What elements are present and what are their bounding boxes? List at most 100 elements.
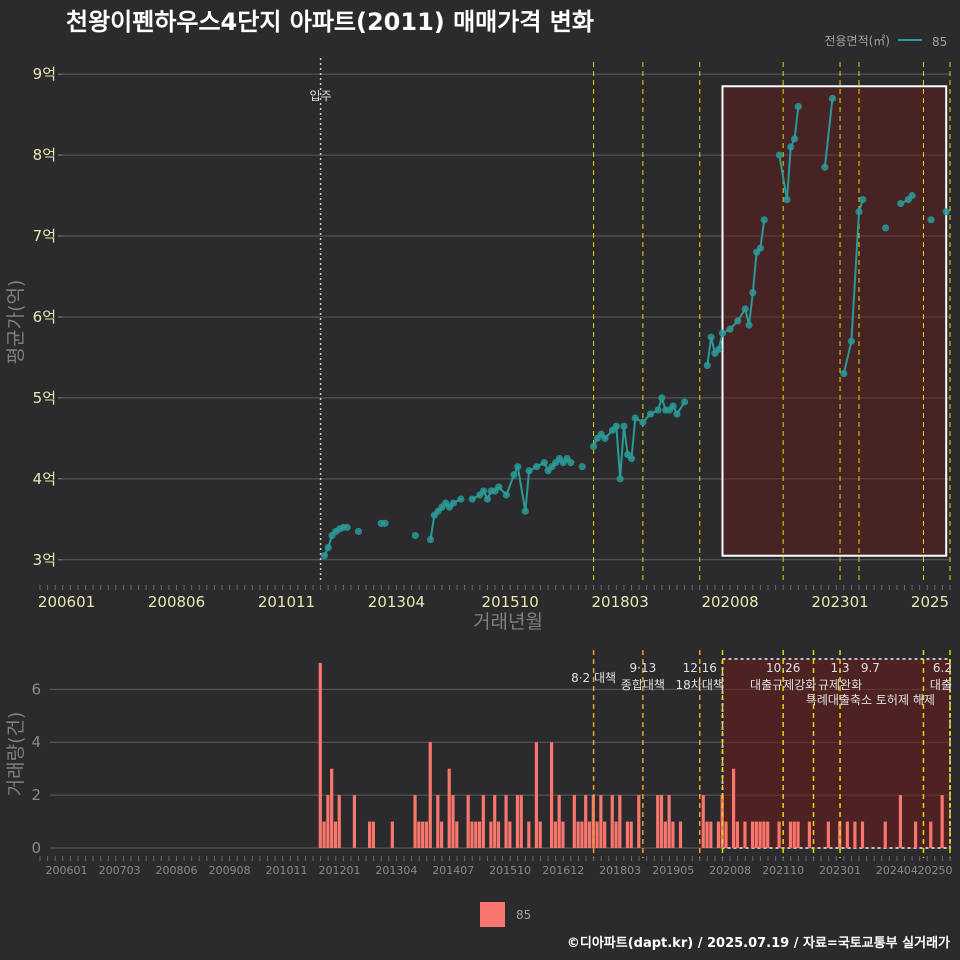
series-point-85 (734, 317, 742, 325)
volume-bar (705, 821, 709, 848)
volume-bar (508, 821, 512, 848)
policy-label: 9.7 (861, 661, 880, 675)
volume-y-tick-label: 0 (31, 839, 41, 857)
volume-bar (709, 821, 713, 848)
volume-bar (493, 795, 497, 848)
series-point-85 (589, 442, 598, 451)
volume-x-tick-label: 202110 (762, 864, 804, 877)
volume-highlight-box (721, 658, 951, 849)
volume-x-tick-label: 200703 (99, 864, 141, 877)
volume-bar (576, 821, 580, 848)
price-x-tick-label: 201510 (482, 593, 539, 611)
series-point-85 (855, 208, 863, 216)
series-point-85 (859, 195, 867, 204)
legend-bar-swatch (480, 902, 505, 927)
series-point-85 (646, 410, 655, 418)
price-legend: 전용면적(㎡) 85 (824, 34, 947, 49)
volume-legend: 85 (480, 902, 531, 927)
volume-bar (584, 795, 588, 848)
policy-label: 8·2 대책 (571, 670, 616, 685)
volume-bar (333, 821, 338, 848)
series-point-85 (707, 333, 715, 341)
volume-policy-lines (592, 650, 951, 858)
volume-bar (629, 821, 633, 848)
volume-bar (436, 795, 440, 848)
price-highlight-box (721, 85, 948, 557)
volume-bar (413, 795, 417, 848)
price-x-tick-label: 200601 (38, 593, 95, 611)
volume-bar (743, 821, 747, 848)
volume-x-tick-label: 201803 (599, 864, 641, 877)
series-point-85 (840, 370, 848, 378)
volume-bar (326, 795, 330, 848)
policy-label: 9·13 (630, 661, 657, 675)
series-point-85 (942, 208, 950, 216)
volume-bar (940, 795, 944, 848)
policy-label: 6.2 (933, 661, 952, 675)
volume-bar (538, 821, 542, 848)
price-x-tick-label: 201304 (368, 593, 425, 611)
volume-bar (481, 795, 485, 848)
volume-bar (796, 821, 800, 848)
series-point-85 (908, 191, 916, 200)
price-x-tick-label: 202301 (811, 593, 868, 611)
volume-x-tick-label: 202301 (819, 864, 861, 877)
price-x-tick-label: 201803 (591, 593, 648, 611)
volume-x-tick-label: 200806 (156, 864, 198, 877)
series-point-85 (449, 499, 457, 507)
policy-label: 특례대출축소 토허제 해제 (806, 693, 935, 707)
series-point-85 (760, 216, 768, 224)
volume-bar (371, 821, 375, 848)
volume-bar (337, 795, 341, 848)
volume-panel: 8·2 대책 9·13 종합대책 12·16 18차대책 10.26 대출규제강화 1.3 규제… (5, 650, 953, 927)
series-point-85 (726, 325, 734, 333)
series-point-85 (775, 151, 783, 159)
volume-bar (853, 821, 857, 848)
price-x-tick-label: 2025 (911, 593, 949, 611)
volume-bar (352, 795, 357, 848)
volume-bar (451, 795, 455, 848)
volume-bar (489, 821, 493, 848)
series-point-85 (627, 454, 636, 463)
volume-bar (561, 821, 565, 848)
volume-bar (913, 821, 918, 848)
volume-bar (534, 742, 539, 848)
volume-bar (428, 742, 432, 848)
series-point-85 (426, 535, 435, 544)
series-point-85 (480, 487, 488, 495)
volume-x-tick-label: 202008 (709, 864, 751, 877)
volume-x-tick-label: 201304 (375, 864, 417, 877)
volume-bar (792, 821, 796, 848)
price-y-tick-label: 3억 (33, 551, 56, 569)
series-point-85 (787, 143, 795, 151)
series-point-85 (715, 345, 723, 353)
volume-bar (466, 795, 470, 848)
series-point-85 (612, 422, 620, 430)
volume-bar (929, 821, 933, 848)
series-point-85 (794, 102, 802, 111)
series-point-85 (457, 495, 465, 503)
volume-bar (557, 795, 561, 848)
price-policy-lines (319, 58, 951, 580)
volume-bar (318, 662, 322, 848)
series-point-85 (354, 527, 363, 536)
volume-bar (845, 821, 849, 848)
series-point-85 (897, 200, 905, 208)
volume-bar (527, 821, 531, 848)
volume-bar (618, 795, 622, 848)
volume-bar (515, 795, 520, 848)
series-point-85 (847, 337, 856, 345)
volume-bar (807, 821, 812, 848)
volume-y-tick-label: 6 (31, 680, 41, 698)
volume-bar (614, 821, 618, 848)
volume-bar (504, 795, 508, 848)
volume-x-tick-label: 20250 (918, 864, 953, 877)
volume-bar (754, 821, 758, 848)
series-point-85 (927, 216, 935, 224)
volume-x-tick-label: 201612 (542, 864, 584, 877)
volume-bar (470, 821, 474, 848)
volume-bar (496, 821, 501, 848)
volume-bars (318, 662, 944, 848)
series-point-85 (514, 463, 522, 471)
volume-bar (826, 821, 830, 848)
